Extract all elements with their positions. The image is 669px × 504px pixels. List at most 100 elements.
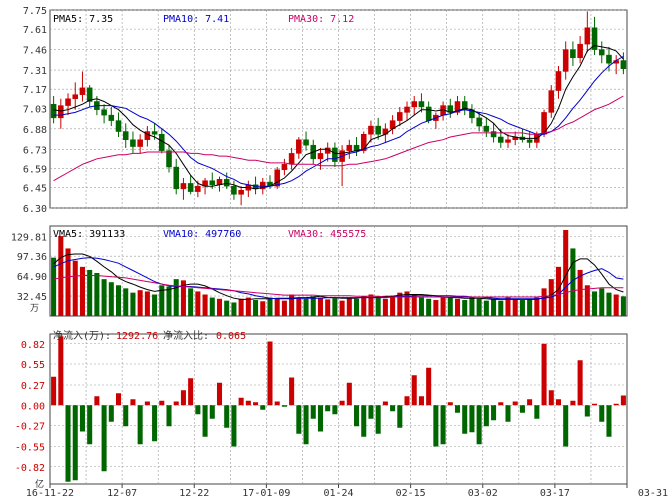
inflow-bar [51,376,57,406]
inflow-bar [209,405,215,419]
volume-bar [505,297,511,316]
inflow-bar [519,405,525,413]
price-ma-line [53,44,624,190]
price-candle-body [577,43,583,59]
inflow-y-tick-label: -0.27 [15,422,45,433]
inflow-bar [267,341,273,406]
inflow-bar [418,396,424,406]
volume-bar [58,236,64,316]
inflow-bar [599,405,605,422]
inflow-bar [180,390,186,406]
price-candle-body [570,49,576,59]
x-axis-date-label: 03-17 [540,488,570,499]
volume-bar [433,300,439,316]
volume-bar [447,297,453,316]
volume-bar [65,248,71,316]
volume-bar [404,291,410,316]
price-y-tick-label: 7.75 [23,6,47,17]
price-y-tick-label: 7.61 [23,25,47,36]
volume-bar [180,280,186,316]
inflow-bar [238,397,244,406]
volume-bar [534,297,540,316]
inflow-bar [563,405,569,447]
volume-legend-item: VMA10: 497760 [163,229,241,240]
volume-bar [462,300,468,316]
price-candle-body [151,131,158,135]
volume-bar [144,291,150,316]
volume-bar [245,297,251,316]
volume-bar [426,298,432,316]
volume-bar [332,298,338,316]
volume-bar [72,260,78,316]
volume-legend-item: VMA30: 455575 [288,229,366,240]
inflow-bar [454,405,461,413]
volume-bar [354,298,360,316]
volume-bar [303,298,309,316]
volume-y-tick-label: 97.36 [17,252,47,263]
volume-bar [79,266,85,316]
volume-bar [123,288,129,316]
price-candle-body [173,166,179,190]
price-candle-body [368,125,374,135]
volume-bar [325,299,331,316]
inflow-bar [620,395,626,406]
price-candle-body [505,139,511,143]
inflow-bar [462,405,468,434]
volume-bar [361,296,367,316]
inflow-bar [303,405,309,445]
volume-bar [390,295,396,316]
inflow-bar [274,401,280,406]
price-candle-body [209,180,216,186]
volume-bar [570,248,576,316]
volume-bar [188,288,194,316]
price-y-tick-label: 6.30 [23,204,47,215]
volume-y-tick-label: 32.45 [17,292,47,303]
inflow-panel-frame [49,333,628,485]
price-candle-body [606,54,612,64]
volume-bar [274,298,280,316]
inflow-bar [577,360,583,406]
volume-bar [620,296,626,316]
inflow-bar [202,405,208,437]
volume-bar [541,288,547,316]
volume-unit-label: 万 [30,304,39,314]
volume-bar [613,294,619,316]
volume-bar [527,299,533,316]
volume-bar [238,298,244,316]
volume-bar [375,297,381,316]
inflow-bar [498,402,504,406]
inflow-y-tick-label: 0.82 [21,340,45,351]
price-candle-body [50,103,57,119]
inflow-bar [346,382,352,406]
x-axis-date-label: 17-01-09 [242,488,290,499]
inflow-bar [152,405,158,442]
inflow-bar [397,405,403,428]
price-candle-body [476,117,482,127]
inflow-bar [281,405,287,407]
price-candle-body [296,139,302,154]
inflow-bar [512,401,518,406]
price-candle-body [195,185,201,192]
volume-bar [152,294,158,316]
price-candle-body [130,139,136,147]
price-candle-body [404,106,410,113]
price-candle-body [122,131,129,140]
volume-bar [216,298,223,316]
volume-bar [108,282,114,316]
inflow-legend-label: 净流入(万): [53,329,111,342]
volume-bar [166,286,172,316]
inflow-bar [361,405,367,437]
price-candle-body [101,109,107,116]
volume-bar [599,288,605,316]
volume-bar [397,292,403,316]
inflow-bar [354,405,360,427]
price-candle-body [180,183,187,190]
price-candle-body [620,60,627,69]
price-candle-body [332,147,338,162]
volume-bar [115,285,122,316]
inflow-bar [123,405,129,427]
x-axis-date-label: 03-02 [468,488,498,499]
inflow-bar [108,405,114,422]
inflow-ratio-value: 0.065 [216,331,246,342]
price-y-tick-label: 6.45 [23,184,47,195]
